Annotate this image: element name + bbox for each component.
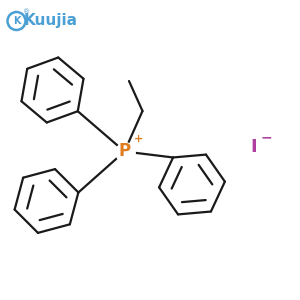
Text: I: I <box>250 138 257 156</box>
Text: −: − <box>260 130 272 144</box>
Text: ®: ® <box>23 10 30 16</box>
Text: K: K <box>13 16 20 26</box>
Text: Kuujia: Kuujia <box>24 14 78 28</box>
Text: +: + <box>134 134 143 144</box>
Text: P: P <box>118 142 130 160</box>
